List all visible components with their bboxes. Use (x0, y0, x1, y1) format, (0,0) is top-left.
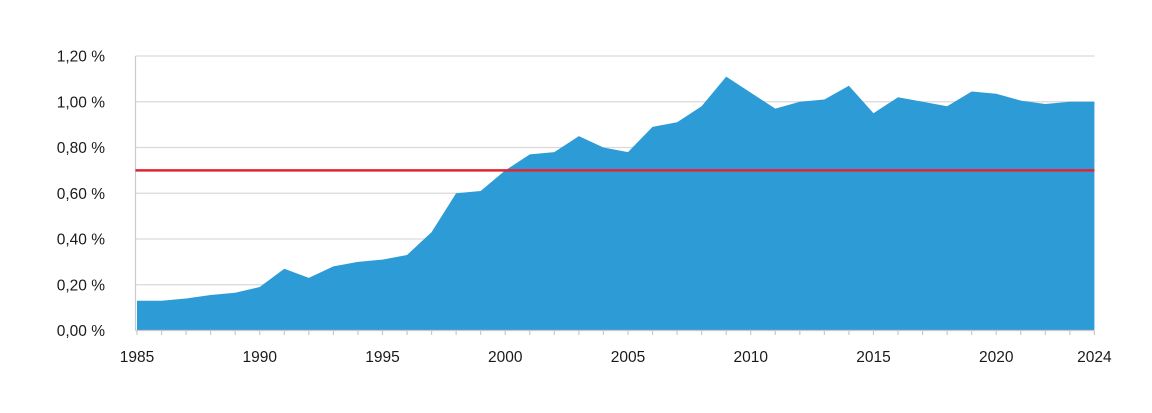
x-axis-label: 2015 (856, 349, 890, 366)
x-axis-label: 1995 (365, 349, 399, 366)
y-axis-label: 0,00 % (57, 323, 105, 340)
x-axis-label: 2024 (1077, 349, 1112, 366)
x-axis-label: 1985 (120, 349, 154, 366)
y-axis-label: 0,80 % (57, 140, 105, 157)
x-axis-label: 1990 (243, 349, 278, 366)
y-axis-label: 0,60 % (57, 186, 105, 203)
x-axis-label: 2000 (488, 349, 523, 366)
data-area-shape (137, 76, 1095, 331)
y-axis-label: 1,20 % (57, 49, 105, 66)
y-axis-label: 1,00 % (57, 94, 105, 111)
y-axis-label: 0,40 % (57, 232, 105, 249)
y-axis-label: 0,20 % (57, 277, 105, 294)
x-axis-label: 2005 (611, 349, 645, 366)
x-axis-label: 2020 (979, 349, 1014, 366)
x-axis-label: 2010 (733, 349, 768, 366)
